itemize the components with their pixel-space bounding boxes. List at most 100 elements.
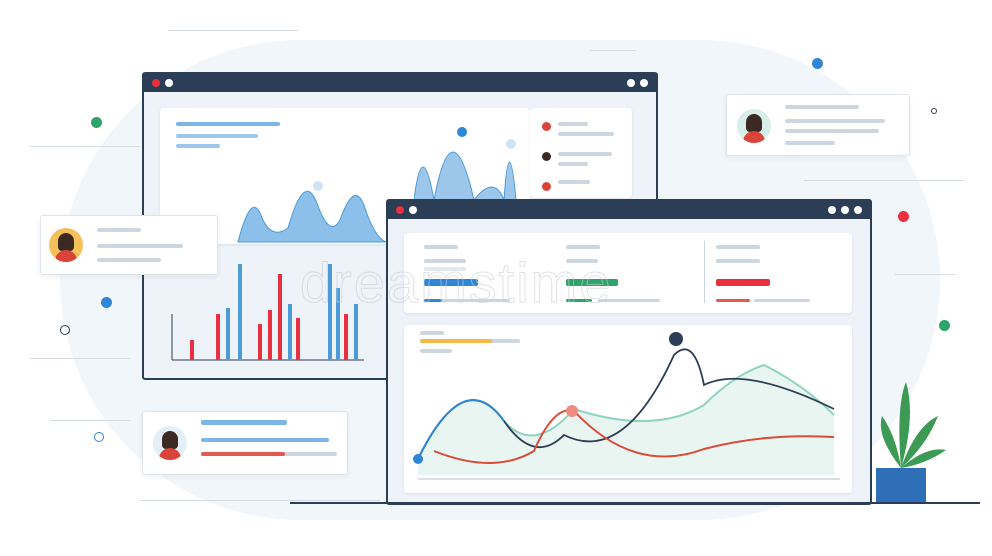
avatar	[153, 426, 187, 460]
decor-shape	[354, 304, 358, 360]
placeholder-line	[598, 299, 660, 302]
placeholder-line	[558, 152, 612, 156]
chart-marker	[313, 181, 323, 191]
window-titlebar	[388, 201, 870, 219]
front-window	[386, 199, 872, 505]
divider	[140, 500, 380, 501]
list-panel	[530, 108, 632, 198]
avatar	[737, 109, 771, 143]
peak-chart	[414, 127, 517, 202]
decor-shape	[216, 314, 220, 360]
placeholder-line	[558, 162, 588, 166]
stat-bar-blue	[424, 279, 478, 286]
decor-shape	[344, 314, 348, 360]
placeholder-line	[754, 299, 810, 302]
stats-panel	[404, 233, 852, 313]
plant-icon	[876, 382, 946, 502]
decor-shape	[542, 122, 551, 131]
placeholder-line	[785, 119, 885, 123]
decor-dot	[60, 325, 70, 335]
placeholder-line	[176, 134, 258, 138]
decor-dot	[91, 117, 102, 128]
chart-marker	[413, 454, 423, 464]
placeholder-line	[97, 244, 183, 248]
decor-shape	[457, 127, 467, 137]
placeholder-line	[176, 144, 220, 148]
placeholder-line	[201, 452, 285, 456]
placeholder-line	[97, 228, 141, 232]
decor-shape	[542, 152, 551, 161]
placeholder-line	[558, 132, 614, 136]
placeholder-line	[566, 299, 592, 302]
window-dot	[627, 79, 635, 87]
decor-shape	[876, 468, 926, 502]
decor-shape	[258, 324, 262, 360]
decor-shape	[296, 318, 300, 360]
placeholder-line	[716, 299, 750, 302]
line-chart-panel	[404, 325, 852, 493]
avatar	[49, 228, 83, 262]
placeholder-line	[176, 122, 280, 126]
placeholder-line	[420, 339, 492, 343]
decor-dot	[101, 297, 112, 308]
placeholder-line	[201, 438, 329, 442]
placeholder-line	[97, 258, 161, 262]
area-chart	[237, 181, 387, 243]
decor-shape	[328, 264, 332, 360]
window-dot	[828, 206, 836, 214]
stat-progress	[424, 299, 442, 302]
placeholder-line	[424, 259, 466, 263]
stat-bar-red	[716, 279, 770, 286]
divider	[590, 50, 636, 51]
decor-shape	[190, 274, 348, 360]
watermark: dreamstime	[300, 251, 613, 315]
decor-shape	[226, 264, 358, 360]
placeholder-line	[424, 267, 466, 271]
chart-marker	[566, 405, 578, 417]
decor-dot	[94, 432, 104, 442]
stat-bar-green	[566, 279, 618, 286]
window-titlebar	[144, 74, 656, 92]
placeholder-line	[420, 331, 444, 335]
window-dot	[409, 206, 417, 214]
decor-shape	[704, 241, 705, 303]
decor-shape	[418, 365, 834, 475]
divider	[30, 358, 130, 359]
decor-shape	[190, 340, 194, 360]
decor-shape	[414, 151, 517, 202]
placeholder-line	[424, 245, 458, 249]
decor-shape	[238, 264, 242, 360]
divider	[168, 30, 298, 31]
decor-shape	[433, 409, 835, 464]
decor-shape	[880, 382, 946, 468]
window-dot	[396, 206, 404, 214]
placeholder-line	[558, 180, 590, 184]
placeholder-line	[785, 105, 859, 109]
divider	[804, 180, 964, 181]
window-dot	[854, 206, 862, 214]
bar-chart	[171, 264, 364, 361]
placeholder-line	[420, 349, 452, 353]
profile-card	[142, 411, 348, 475]
placeholder-line	[201, 420, 287, 425]
line-chart	[413, 332, 840, 480]
placeholder-line	[785, 129, 879, 133]
decor-shape	[237, 191, 387, 243]
profile-card	[726, 94, 910, 156]
chart-marker	[669, 332, 683, 346]
window-dot	[165, 79, 173, 87]
decor-shape	[278, 274, 282, 360]
decor-shape	[417, 399, 505, 460]
decor-dot	[812, 58, 823, 69]
decor-dot	[931, 108, 937, 114]
placeholder-line	[558, 122, 588, 126]
decor-shape	[542, 182, 551, 191]
desk-line	[290, 502, 980, 504]
decor-shape	[336, 288, 340, 360]
placeholder-line	[566, 259, 598, 263]
decor-shape	[226, 308, 230, 360]
decor-shape	[268, 310, 272, 360]
decor-dot	[939, 320, 950, 331]
divider	[50, 420, 130, 421]
placeholder-line	[716, 259, 760, 263]
